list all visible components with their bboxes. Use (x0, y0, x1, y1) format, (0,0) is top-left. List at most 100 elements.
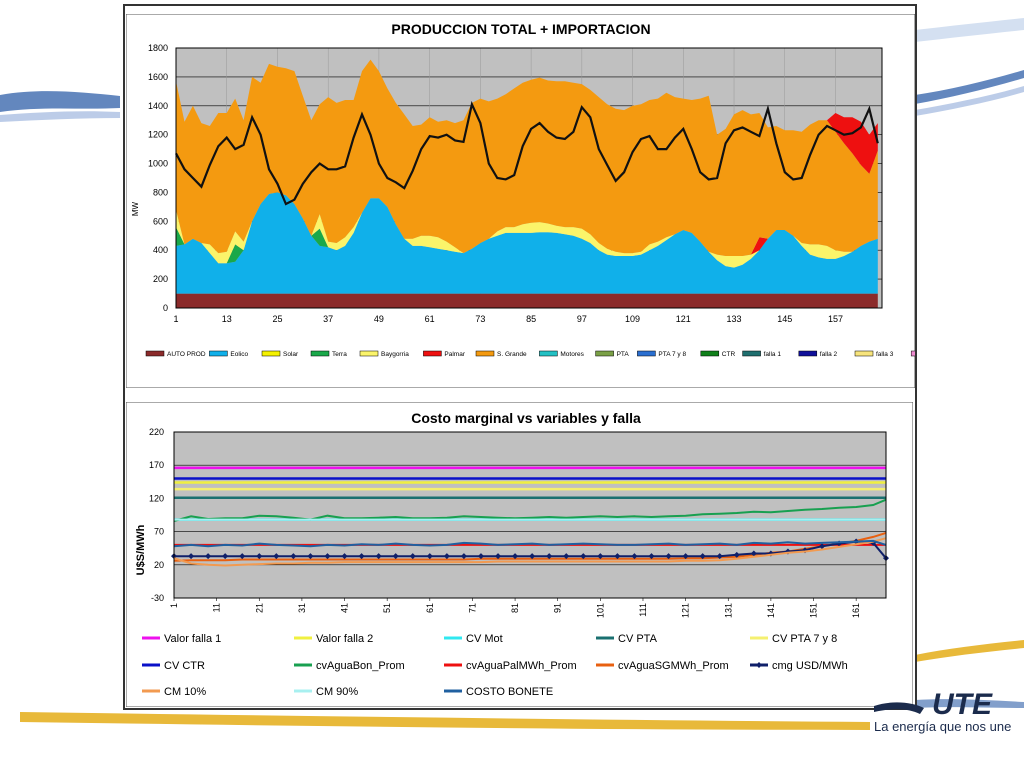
chart2-point-cmg (273, 553, 280, 560)
chart1-legend-label: Palmar (444, 351, 465, 358)
chart2-x-tick-label: 11 (212, 603, 222, 612)
background-stripe-gold-right (915, 640, 1024, 662)
chart1-y-tick-label: 1000 (148, 159, 168, 169)
chart2-line-cm-10- (173, 537, 887, 567)
chart2-point-cmg (426, 553, 433, 560)
chart1-legend-label: Terra (332, 351, 347, 358)
chart2-y-tick-label: 70 (154, 527, 164, 537)
chart1-x-tick-label: 61 (425, 314, 435, 324)
chart2-legend-label: CV PTA 7 y 8 (772, 633, 837, 645)
chart2-point-cmg (512, 553, 519, 560)
chart1-y-tick-label: 600 (153, 216, 168, 226)
chart2-x-tick-label: 161 (851, 603, 861, 618)
chart2-legend-label: CV CTR (164, 660, 205, 672)
chart1-x-tick-label: 25 (272, 314, 282, 324)
marginal-cost-line-chart: Costo marginal vs variables y falla U$S/… (126, 402, 913, 707)
chart1-x-tick-label: 1 (173, 314, 178, 324)
chart2-point-cmg (682, 553, 689, 560)
background-stripe-gold-bottom (20, 712, 870, 730)
chart2-ylabel: U$S/MWh (135, 524, 147, 575)
chart2-point-cmg (665, 553, 672, 560)
chart1-y-tick-label: 400 (153, 245, 168, 255)
brand-tagline: La energía que nos une (874, 719, 1012, 734)
chart1-area-auto-prod (176, 293, 878, 308)
chart2-point-cmg (750, 550, 757, 557)
chart1-plot-border (175, 47, 883, 309)
chart1-legend-label: S. Grande (497, 351, 527, 358)
chart2-point-cmg (801, 547, 808, 554)
chart2-x-tick-label: 41 (340, 603, 350, 613)
chart2-line-costo-bonete (173, 539, 887, 548)
chart1-line-demanda (175, 100, 879, 206)
chart1-x-tick-label: 13 (222, 314, 232, 324)
chart2-x-tick-label: 81 (510, 603, 520, 613)
chart1-x-tick-label: 97 (577, 314, 587, 324)
chart2-point-cmg (546, 553, 553, 560)
chart2-legend-label: cvAguaPalMWh_Prom (466, 660, 577, 672)
chart2-point-cmg (529, 553, 536, 560)
chart1-legend-swatch (423, 350, 442, 357)
chart1-y-tick-label: 0 (163, 303, 168, 313)
chart2-legend-label: Valor falla 2 (316, 633, 373, 645)
chart2-point-cmg (443, 553, 450, 560)
chart2-point-cmg (614, 553, 621, 560)
chart1-legend-label: Baygorria (381, 351, 409, 358)
chart1-x-tick-label: 49 (374, 314, 384, 324)
chart1-legend-swatch (261, 350, 281, 357)
chart2-point-cmg (699, 553, 706, 560)
chart2-legend-label: cvAguaBon_Prom (316, 660, 405, 672)
chart1-legend-swatch (910, 350, 915, 357)
chart2-x-tick-label: 121 (681, 603, 691, 618)
chart2-point-cmg (819, 543, 826, 550)
chart2-legend-marker (756, 662, 762, 668)
chart1-x-tick-label: 73 (475, 314, 485, 324)
chart2-y-tick-label: 220 (149, 427, 164, 437)
chart2-x-tick-label: 51 (382, 603, 392, 613)
chart1-title: PRODUCCION TOTAL + IMPORTACION (391, 21, 650, 37)
chart2-point-cmg (784, 548, 791, 555)
chart2-point-cmg (563, 553, 570, 560)
chart2-point-cmg (392, 553, 399, 560)
chart1-y-tick-label: 1200 (148, 130, 168, 140)
chart1-x-tick-label: 37 (323, 314, 333, 324)
ute-logo-text: UTE (932, 688, 993, 721)
chart1-legend-swatch (209, 350, 228, 357)
chart2-point-cmg (375, 553, 382, 560)
chart2-legend-label: cvAguaSGMWh_Prom (618, 660, 729, 672)
background-stripe-blue-bottom (915, 699, 1024, 708)
chart1-legend-label: PTA (617, 351, 630, 358)
chart2-point-cmg (324, 553, 331, 560)
chart1-x-tick-label: 109 (625, 314, 640, 324)
chart1-legend-label: falla 3 (876, 351, 894, 358)
chart2-point-cmg (409, 553, 416, 560)
chart2-point-cmg (477, 553, 484, 560)
chart2-line-cvaguabon-prom (173, 498, 887, 522)
chart2-point-cmg (341, 553, 348, 560)
chart2-y-tick-label: 170 (149, 460, 164, 470)
chart2-x-tick-label: 131 (723, 603, 733, 618)
background-stripe-right (915, 70, 1024, 104)
chart1-legend-label: AUTO PROD (167, 351, 206, 358)
chart2-point-cmg (290, 553, 297, 560)
chart1-legend-label: falla 2 (820, 351, 838, 358)
chart2-y-tick-label: 120 (149, 493, 164, 503)
chart1-y-tick-label: 1600 (148, 72, 168, 82)
background-stripe-top-right (915, 18, 1024, 42)
chart1-y-tick-label: 1400 (148, 101, 168, 111)
chart2-point-cmg (256, 553, 263, 560)
chart2-point-cmg (648, 553, 655, 560)
chart2-title: Costo marginal vs variables y falla (411, 410, 641, 426)
chart1-legend-label: CTR (722, 351, 736, 358)
chart2-point-cmg (580, 553, 587, 560)
chart2-point-cmg (358, 553, 365, 560)
chart1-legend-swatch (475, 350, 495, 357)
chart2-point-cmg (307, 553, 314, 560)
chart2-legend-label: CV PTA (618, 633, 658, 645)
ute-logo-swoosh (874, 702, 924, 714)
chart1-x-tick-label: 145 (777, 314, 792, 324)
chart2-point-cmg (733, 551, 740, 558)
chart1-legend-swatch (798, 350, 818, 357)
chart1-y-tick-label: 800 (153, 187, 168, 197)
chart1-legend-swatch (310, 350, 330, 357)
chart1-area-baygorria (176, 192, 878, 268)
